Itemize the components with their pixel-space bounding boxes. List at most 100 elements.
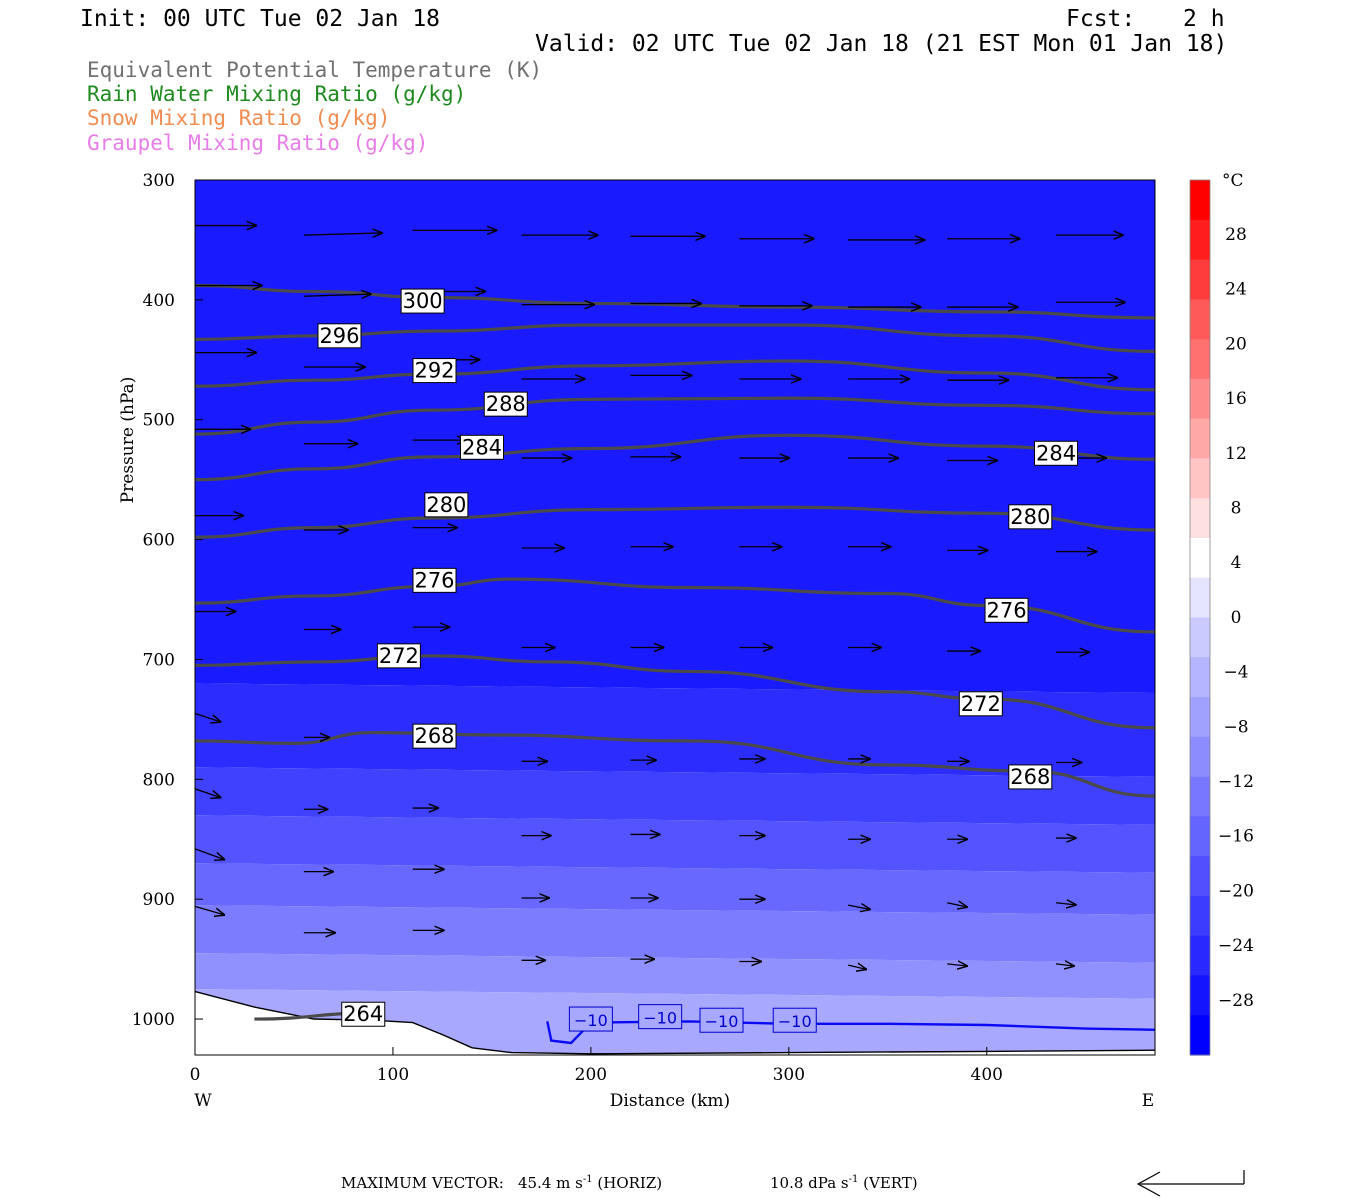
x-end-right: E — [1142, 1091, 1154, 1111]
isotherm-label-box — [638, 1004, 683, 1030]
wind-vector — [195, 905, 225, 915]
colorbar-swatch — [1190, 180, 1210, 221]
legend-snow: Snow Mixing Ratio (g/kg) — [87, 106, 391, 130]
theta-e-line-280 — [195, 505, 1155, 539]
colorbar-label: −8 — [1223, 717, 1248, 737]
colorbar-swatch — [1190, 975, 1210, 1016]
isotherm-label-box — [772, 1007, 817, 1033]
colorbar-swatch — [1190, 816, 1210, 857]
theta-e-label-box — [412, 723, 457, 749]
theta-e-line-292 — [195, 359, 1155, 392]
colorbar-label: 12 — [1225, 444, 1247, 464]
wind-vector — [303, 233, 383, 235]
colorbar-frame — [1189, 179, 1211, 1056]
colorbar-label: 4 — [1231, 553, 1242, 573]
colorbar-label: 8 — [1231, 499, 1242, 519]
theta-e-label: 272 — [379, 644, 419, 668]
theta-e-line-288 — [195, 396, 1155, 436]
theta-e-label: 276 — [986, 598, 1026, 622]
wind-vector — [303, 294, 372, 296]
plot-frame — [194, 179, 1156, 1056]
legend-theta-e: Equivalent Potential Temperature (K) — [87, 58, 543, 82]
y-tick-label: 1000 — [132, 1010, 175, 1030]
colorbar-swatch — [1190, 617, 1210, 658]
x-tick-label: 400 — [971, 1065, 1003, 1085]
theta-e-label-box — [1008, 504, 1053, 530]
colorbar-label: −12 — [1218, 772, 1254, 792]
theta-e-label-box — [412, 567, 457, 593]
temp-band — [195, 815, 1155, 873]
valid-time: Valid: 02 UTC Tue 02 Jan 18 (21 EST Mon … — [535, 31, 1228, 57]
colorbar-label: 16 — [1225, 389, 1247, 409]
isotherm-label: −10 — [778, 1012, 812, 1031]
theta-e-label: 268 — [414, 724, 454, 748]
wind-vector — [848, 905, 871, 909]
axes: 300 400 500 600 700 800 900 1000 0 100 200 300 400 Di… — [118, 171, 1154, 1111]
reference-vector-head — [1136, 1171, 1161, 1197]
colorbar-swatch — [1190, 219, 1210, 261]
colorbar-unit: °C — [1222, 171, 1244, 191]
colorbar-swatch — [1190, 776, 1210, 817]
wind-vector — [1055, 964, 1075, 966]
temp-band — [195, 683, 1155, 777]
colorbar-swatch — [1190, 537, 1210, 579]
y-tick-label: 600 — [143, 531, 175, 551]
max-vector-vert: 10.8 dPa s-1 (VERT) — [770, 1174, 918, 1192]
theta-e-label: 264 — [343, 1002, 383, 1026]
theta-e-line-284 — [195, 433, 1155, 482]
colorbar: °C 28 24 20 16 12 8 4 0 −4 −8 −12 −16 −20 −24 −28 — [1189, 171, 1254, 1056]
colorbar-label: −4 — [1223, 663, 1248, 683]
y-tick-label: 500 — [143, 411, 175, 431]
colorbar-swatch — [1190, 577, 1210, 619]
theta-e-label: 296 — [319, 324, 359, 348]
isotherm-label-box — [568, 1006, 613, 1032]
theta-e-label: 280 — [1010, 505, 1050, 529]
forecast-hour: 2 h — [1183, 6, 1225, 32]
wind-vector — [1055, 903, 1077, 905]
colorbar-swatch — [1190, 856, 1210, 897]
colorbar-swatch — [1190, 895, 1210, 937]
theta-e-label-box — [400, 288, 445, 314]
theta-e-label-box — [958, 691, 1003, 717]
y-tick-label: 300 — [143, 171, 175, 191]
max-vector-horiz: 45.4 m s-1 (HORIZ) — [518, 1174, 663, 1192]
colorbar-swatch — [1190, 657, 1210, 698]
colorbar-label: −24 — [1218, 936, 1254, 956]
wind-vector — [848, 965, 867, 969]
y-tick-label: 700 — [143, 650, 175, 670]
forecast-label: Fcst: — [1066, 6, 1136, 32]
wind-vectors — [195, 226, 1126, 970]
colorbar-label: −20 — [1218, 881, 1254, 901]
theta-e-label: 268 — [1010, 765, 1050, 789]
colorbar-swatch — [1190, 378, 1210, 420]
init-time: Init: 00 UTC Tue 02 Jan 18 — [80, 6, 441, 32]
wind-vector — [195, 848, 225, 860]
colorbar-swatch — [1190, 418, 1210, 460]
colorbar-swatch — [1190, 935, 1210, 977]
x-tick-label: 200 — [575, 1065, 607, 1085]
theta-e-label: 292 — [414, 359, 454, 383]
y-axis-label: Pressure (hPa) — [118, 377, 138, 504]
temp-band — [195, 953, 1155, 999]
x-tick-label: 0 — [190, 1065, 201, 1085]
y-tick-label: 900 — [143, 890, 175, 910]
isotherm-label: −10 — [705, 1012, 739, 1031]
wind-vector — [947, 903, 968, 907]
theta-e-label-box — [412, 358, 457, 384]
theta-e-label: 280 — [426, 493, 466, 517]
legend-graupel: Graupel Mixing Ratio (g/kg) — [87, 131, 429, 155]
theta-e-label: 288 — [486, 392, 526, 416]
colorbar-swatch — [1190, 259, 1210, 300]
x-tick-label: 300 — [773, 1065, 805, 1085]
y-tick-label: 400 — [143, 291, 175, 311]
colorbar-swatch — [1190, 339, 1210, 380]
terrain-fill — [195, 991, 1155, 1055]
colorbar-swatch — [1190, 697, 1210, 738]
theta-e-label-box — [341, 1001, 386, 1027]
theta-e-label-box — [1034, 440, 1079, 466]
colorbar-swatch — [1190, 498, 1210, 539]
colorbar-swatch — [1190, 736, 1210, 778]
theta-e-label-box — [317, 323, 362, 349]
theta-e-label-box — [460, 434, 505, 460]
theta-e-label-box — [984, 597, 1029, 623]
